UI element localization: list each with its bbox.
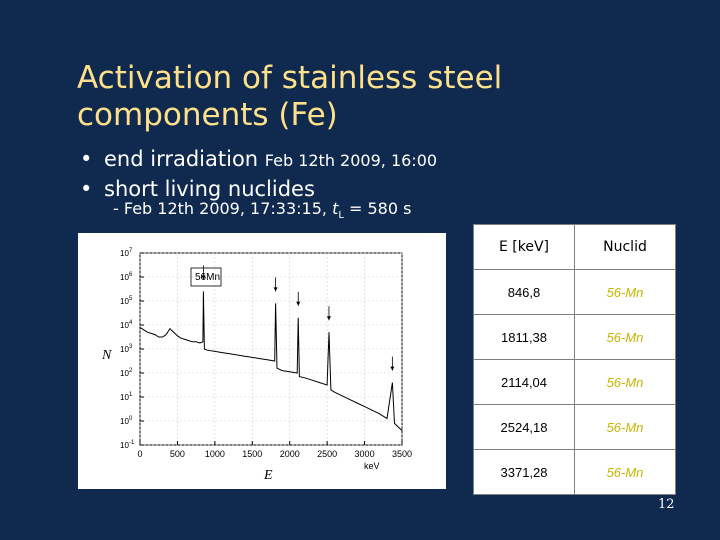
y-tick-exponent: 5 (129, 296, 133, 302)
y-tick-exponent: 1 (129, 392, 133, 398)
bullet-item: • short living nuclides (80, 177, 315, 201)
x-axis-label: E (263, 468, 273, 483)
column-header-energy: E [keV] (473, 224, 575, 270)
page-number: 12 (658, 497, 675, 512)
energy-cell: 2524,18 (473, 404, 575, 450)
table-row: 3371,28 56-Mn (473, 449, 676, 495)
table-row: 2114,04 56-Mn (473, 359, 676, 405)
y-tick-exponent: 3 (129, 344, 133, 350)
y-tick-label: 10 (120, 273, 129, 282)
nuclide-cell: 56-Mn (574, 404, 676, 450)
y-tick-exponent: 4 (129, 320, 133, 326)
energy-cell: 1811,38 (473, 314, 575, 360)
x-tick-label: 1000 (205, 449, 225, 459)
nuclide-cell: 56-Mn (574, 314, 676, 360)
x-tick-label: 2000 (280, 449, 300, 459)
peak-arrow (201, 275, 206, 280)
nuclide-table: E [keV] Nuclid 846,8 56-Mn 1811,38 56-Mn 211… (473, 224, 676, 495)
plot-frame (139, 252, 403, 446)
y-tick-exponent: 7 (129, 248, 133, 254)
x-tick-label: 500 (170, 449, 185, 459)
table-header-row: E [keV] Nuclid (473, 224, 676, 270)
energy-cell: 2114,04 (473, 359, 575, 405)
x-tick-label: 3000 (355, 449, 375, 459)
nuclide-cell: 56-Mn (574, 449, 676, 495)
column-header-nuclide: Nuclid (574, 224, 676, 270)
nuclide-cell: 56-Mn (574, 269, 676, 315)
y-tick-label: 10 (120, 393, 129, 402)
table-row: 2524,18 56-Mn (473, 404, 676, 450)
annotation-box (190, 267, 222, 287)
x-tick-label: 3500 (392, 449, 412, 459)
annotation-label: 56Mn (195, 272, 220, 283)
peak-arrow (390, 366, 395, 371)
bullet-item: • end irradiation Feb 12th 2009, 16:00 (80, 147, 438, 171)
spectrum-line (139, 291, 403, 431)
peak-arrow (296, 301, 301, 306)
nuclide-cell: 56-Mn (574, 359, 676, 405)
y-tick-exponent: 0 (129, 416, 133, 422)
x-axis-unit: keV (364, 461, 380, 471)
sub-bullet: - Feb 12th 2009, 17:33:15, tL = 580 s (113, 199, 412, 222)
y-tick-label: 10 (120, 369, 129, 378)
y-tick-label: 10 (120, 321, 129, 330)
y-tick-label: 10 (120, 417, 129, 426)
peak-arrow (273, 287, 278, 292)
table-row: 1811,38 56-Mn (473, 314, 676, 360)
bullet-text: end irradiation (104, 147, 265, 171)
x-tick-label: 0 (137, 449, 142, 459)
y-tick-label: 10 (120, 297, 129, 306)
x-tick-label: 1500 (242, 449, 262, 459)
y-tick-label: 10 (120, 441, 129, 450)
y-tick-exponent: -1 (129, 440, 135, 446)
slide-title: Activation of stainless steel components… (77, 60, 503, 133)
energy-cell: 3371,28 (473, 449, 575, 495)
energy-cell: 846,8 (473, 269, 575, 315)
y-tick-label: 10 (120, 249, 129, 258)
bullet-text: short living nuclides (104, 177, 315, 201)
y-tick-label: 10 (120, 345, 129, 354)
bullet-detail: Feb 12th 2009, 16:00 (264, 151, 438, 170)
x-tick-label: 2500 (317, 449, 337, 459)
table-row: 846,8 56-Mn (473, 269, 676, 315)
y-tick-exponent: 2 (129, 368, 133, 374)
peak-arrow (326, 316, 331, 321)
y-axis-label: N (101, 348, 112, 363)
spectrum-figure: 10 -1 10 0 10 1 10 2 10 3 10 4 10 5 10 6 10 7 0 500 1000 150… (78, 233, 446, 489)
bullet-list: • end irradiation Feb 12th 2009, 16:00 • s… (80, 145, 437, 203)
y-tick-exponent: 6 (129, 272, 133, 278)
